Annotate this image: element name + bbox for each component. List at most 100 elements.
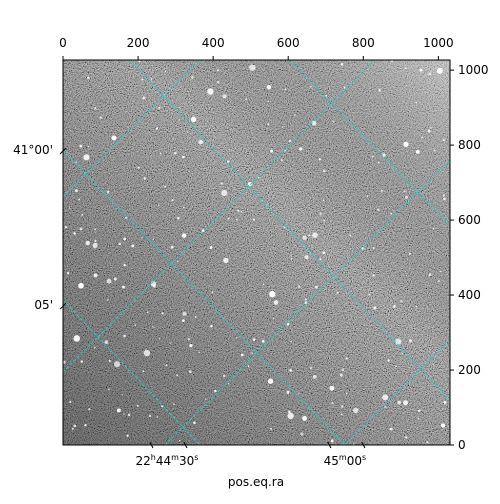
star (382, 394, 389, 401)
star (312, 232, 318, 238)
star (252, 338, 256, 341)
star (400, 300, 403, 303)
star (88, 408, 91, 411)
star (390, 212, 393, 215)
star (187, 337, 191, 341)
ra-tick (327, 441, 332, 449)
star (124, 216, 128, 220)
star (283, 226, 286, 229)
star (158, 204, 160, 207)
star (433, 149, 436, 152)
star (107, 299, 109, 301)
star (284, 149, 286, 152)
y-tick-label: 200 (458, 363, 481, 377)
ra-tick (183, 441, 188, 449)
star (165, 364, 168, 366)
star (290, 255, 292, 257)
star (171, 198, 174, 202)
star (182, 319, 185, 322)
x-tick-label: 200 (127, 36, 150, 50)
star (93, 273, 98, 278)
star (190, 116, 197, 123)
star (113, 277, 117, 281)
star (146, 311, 149, 314)
star (395, 338, 402, 345)
star (122, 285, 125, 289)
star (377, 161, 380, 164)
x-tick-label: 400 (202, 36, 225, 50)
star (69, 207, 71, 209)
star (397, 400, 402, 405)
star (262, 283, 265, 286)
star (106, 278, 112, 284)
star (290, 340, 292, 343)
star (126, 434, 129, 437)
star (304, 298, 307, 301)
star (141, 78, 144, 81)
star (415, 101, 418, 104)
star (380, 189, 384, 193)
star (417, 417, 420, 420)
star (311, 120, 317, 126)
star (161, 312, 164, 315)
star (392, 304, 396, 308)
ra-tick (361, 441, 366, 449)
star (153, 327, 155, 329)
star (134, 324, 137, 326)
star (123, 237, 127, 241)
star (222, 94, 227, 99)
star (442, 194, 445, 197)
star (403, 400, 408, 406)
star (216, 69, 220, 72)
star (235, 337, 238, 339)
star (368, 293, 371, 296)
star (345, 392, 348, 395)
star (302, 416, 307, 421)
star (84, 424, 87, 427)
star (273, 300, 279, 305)
star (138, 60, 141, 63)
star (269, 290, 276, 298)
star (341, 368, 345, 372)
star (223, 257, 229, 264)
star (426, 441, 429, 444)
star (319, 258, 322, 261)
star (177, 216, 180, 220)
star (437, 280, 440, 283)
dec-tick (59, 147, 67, 155)
star (207, 88, 214, 95)
star (318, 158, 321, 161)
star (408, 252, 411, 255)
star (284, 88, 287, 91)
star (94, 107, 97, 110)
star (227, 383, 230, 385)
stars (63, 60, 447, 445)
dec-tick-label: 41°00' (13, 143, 53, 157)
star (312, 375, 317, 379)
star (87, 145, 90, 148)
star (216, 80, 220, 84)
star (99, 116, 102, 119)
star (136, 404, 139, 407)
y-tick-label: 1000 (458, 63, 489, 77)
star (143, 177, 146, 180)
star (288, 410, 291, 414)
star (104, 340, 109, 345)
star (92, 242, 98, 249)
star (158, 106, 161, 109)
star (189, 343, 193, 348)
star (272, 317, 275, 319)
star (415, 149, 420, 154)
star (404, 190, 406, 193)
x-tick-label: 1000 (423, 36, 454, 50)
star (214, 389, 217, 393)
star (131, 244, 135, 248)
star (176, 260, 179, 263)
star (94, 346, 96, 349)
star (142, 370, 145, 373)
star (83, 154, 90, 161)
star (340, 63, 344, 66)
star (343, 86, 346, 89)
star (322, 251, 326, 254)
star (164, 70, 167, 73)
